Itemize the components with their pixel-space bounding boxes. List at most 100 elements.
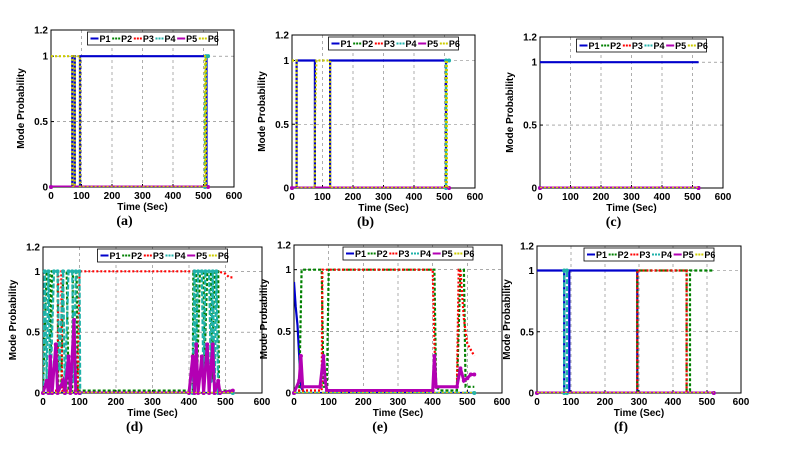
series-marker-p4 [210, 269, 215, 274]
x-axis-label: Time (Sec) [117, 202, 167, 213]
series-marker-p5 [290, 186, 294, 190]
legend-label-p3: P3 [632, 41, 643, 51]
y-tick-label: 0.5 [520, 327, 534, 338]
x-tick-label: 400 [181, 397, 198, 408]
x-axis-label: Time (Sec) [358, 203, 408, 214]
legend-label-p3: P3 [384, 39, 395, 49]
series-marker-p5 [430, 388, 435, 393]
x-tick-label: 300 [375, 192, 392, 203]
y-tick-label: 0 [42, 183, 48, 194]
x-tick-label: 600 [467, 192, 484, 203]
series-line-p3 [294, 268, 476, 392]
chart-panel-2: 0 100 200 300 400 500 600 0 0.5 1 1.2 Time (Sec) Mod… [257, 31, 484, 231]
legend-label-p1: P1 [596, 250, 607, 260]
legend-label-p2: P2 [377, 249, 388, 259]
x-tick-label: 400 [654, 192, 671, 203]
series-marker-p5 [61, 378, 66, 383]
y-tick-label: 0.5 [277, 327, 291, 338]
chart-panel-6: 0 100 200 300 400 500 600 0 0.5 1 1.2 Time (Sec) Mod… [502, 242, 750, 436]
x-tick-label: 0 [291, 397, 297, 408]
x-tick-label: 300 [390, 397, 407, 408]
x-tick-label: 600 [494, 397, 511, 408]
x-tick-label: 500 [217, 397, 234, 408]
legend-label-p6: P6 [704, 250, 715, 260]
series-marker-p5 [323, 378, 328, 383]
series-marker-p4 [196, 269, 201, 274]
series-marker-p4 [46, 269, 51, 274]
x-tick-label: 300 [144, 397, 161, 408]
y-axis-label: Mode Probability [8, 279, 19, 360]
x-tick-label: 200 [593, 192, 610, 203]
x-tick-label: 100 [71, 397, 88, 408]
series-marker-p5 [297, 378, 302, 383]
legend-label-p4: P4 [661, 250, 672, 260]
legend-label-p2: P2 [610, 41, 621, 51]
series-marker-p5 [190, 354, 195, 359]
series-marker-p5 [194, 342, 199, 347]
series-marker-p4 [192, 269, 197, 274]
x-axis-label: Time (Sec) [614, 408, 664, 419]
legend-label-p1: P1 [355, 249, 366, 259]
x-axis-label: Time (Sec) [127, 408, 177, 419]
series-marker-p5 [66, 354, 71, 359]
series-line-p1 [51, 55, 209, 187]
series-marker-p4 [55, 269, 60, 274]
series-marker-p5 [324, 388, 329, 393]
legend-label-p4: P4 [420, 249, 431, 259]
x-tick-label: 0 [534, 397, 540, 408]
series-line-p2 [294, 268, 475, 393]
x-tick-label: 300 [631, 397, 648, 408]
x-tick-label: 200 [355, 397, 372, 408]
legend: P1 P2 P3 P4 P5 P6 [342, 246, 474, 261]
x-axis-label: Time (Sec) [606, 203, 656, 214]
panel-caption: (a) [116, 214, 133, 229]
y-tick-label: 1 [528, 266, 534, 277]
x-tick-label: 500 [684, 192, 701, 203]
legend-label-p2: P2 [618, 250, 629, 260]
x-tick-label: 100 [563, 397, 580, 408]
y-tick-label: 1.2 [34, 26, 48, 37]
series-marker-p5 [48, 354, 53, 359]
y-tick-label: 1.2 [26, 243, 40, 254]
x-tick-label: 100 [314, 192, 331, 203]
series-marker-p5 [72, 318, 77, 322]
legend-label-p6: P6 [463, 249, 474, 259]
y-tick-label: 1 [285, 265, 291, 276]
series-marker-p4 [206, 54, 211, 59]
y-tick-label: 0 [528, 389, 534, 400]
y-tick-label: 0 [34, 389, 40, 400]
x-tick-label: 200 [597, 397, 614, 408]
legend-label-p6: P6 [218, 251, 229, 261]
legend-label-p5: P5 [196, 251, 207, 261]
legend: P1 P2 P3 P4 P5 P6 [328, 36, 460, 51]
series-marker-p4 [70, 269, 75, 274]
y-tick-label: 1 [42, 52, 48, 63]
series-marker-p4 [73, 269, 78, 274]
legend-label-p5: P5 [442, 249, 453, 259]
series-line-p5 [43, 319, 234, 393]
y-axis-label: Mode Probability [259, 278, 270, 359]
series-marker-p4 [214, 269, 219, 274]
x-tick-label: 500 [195, 191, 212, 202]
y-tick-label: 0 [283, 184, 289, 195]
x-tick-label: 600 [733, 397, 750, 408]
legend-label-p4: P4 [165, 34, 176, 44]
legend: P1 P2 P3 P4 P5 P6 [87, 31, 219, 46]
y-axis-label: Mode Probability [257, 71, 268, 152]
x-tick-label: 500 [459, 397, 476, 408]
series-marker-p5 [468, 372, 473, 377]
series-marker-p4 [447, 58, 452, 63]
x-tick-label: 200 [108, 397, 125, 408]
legend: P1 P2 P3 P4 P5 P6 [97, 248, 229, 263]
legend-label-p1: P1 [589, 41, 600, 51]
x-tick-label: 500 [699, 397, 716, 408]
x-tick-label: 600 [226, 191, 243, 202]
series-marker-p4 [203, 269, 208, 274]
y-axis-label: Mode Probability [16, 68, 27, 149]
legend-label-p1: P1 [100, 34, 111, 44]
x-tick-label: 600 [715, 192, 732, 203]
series-marker-p5 [465, 376, 470, 381]
x-tick-label: 300 [134, 191, 151, 202]
series-marker-p4 [199, 269, 204, 274]
x-axis-label: Time (Sec) [373, 408, 423, 419]
